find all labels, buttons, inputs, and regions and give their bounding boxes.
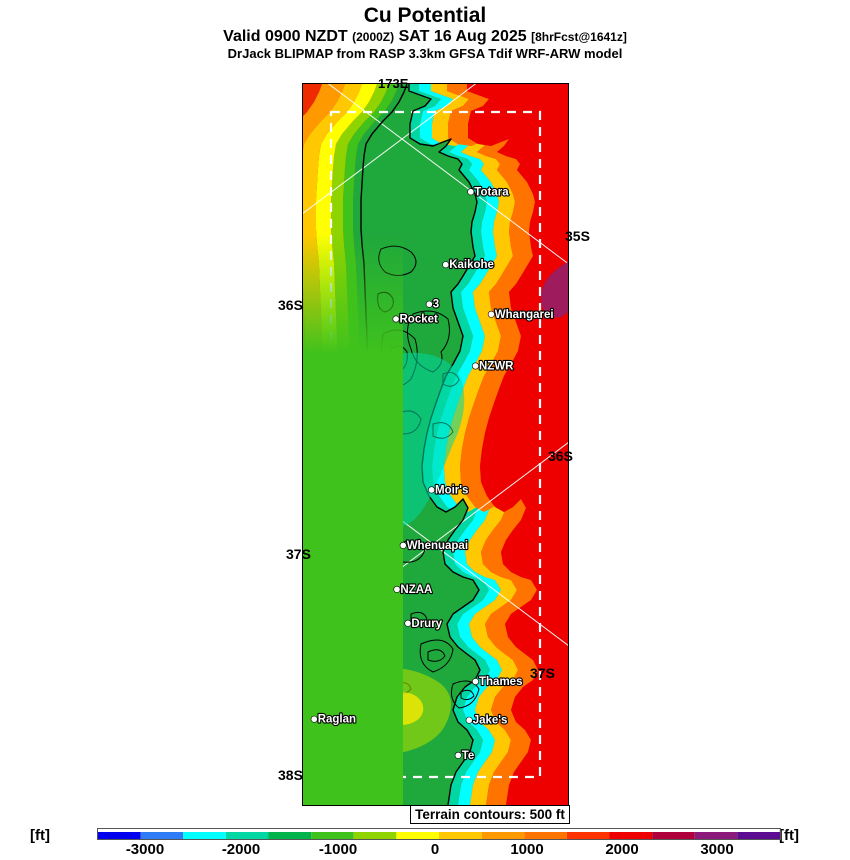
svg-text:Drury: Drury bbox=[411, 618, 442, 630]
svg-text:Whangarei: Whangarei bbox=[495, 309, 554, 321]
svg-text:Whenuapai: Whenuapai bbox=[407, 540, 468, 552]
svg-text:Moir's: Moir's bbox=[435, 484, 468, 496]
svg-text:3: 3 bbox=[433, 299, 439, 311]
svg-text:Thames: Thames bbox=[479, 676, 522, 688]
svg-text:Kaikohe: Kaikohe bbox=[449, 259, 494, 271]
svg-text:Te: Te bbox=[462, 750, 475, 762]
svg-text:Totara: Totara bbox=[474, 186, 509, 198]
svg-text:Rocket: Rocket bbox=[400, 314, 439, 326]
svg-text:Raglan: Raglan bbox=[318, 714, 356, 726]
svg-text:NZAA: NZAA bbox=[400, 584, 432, 596]
svg-text:Jake's: Jake's bbox=[473, 715, 508, 727]
svg-text:NZWR: NZWR bbox=[479, 361, 514, 373]
